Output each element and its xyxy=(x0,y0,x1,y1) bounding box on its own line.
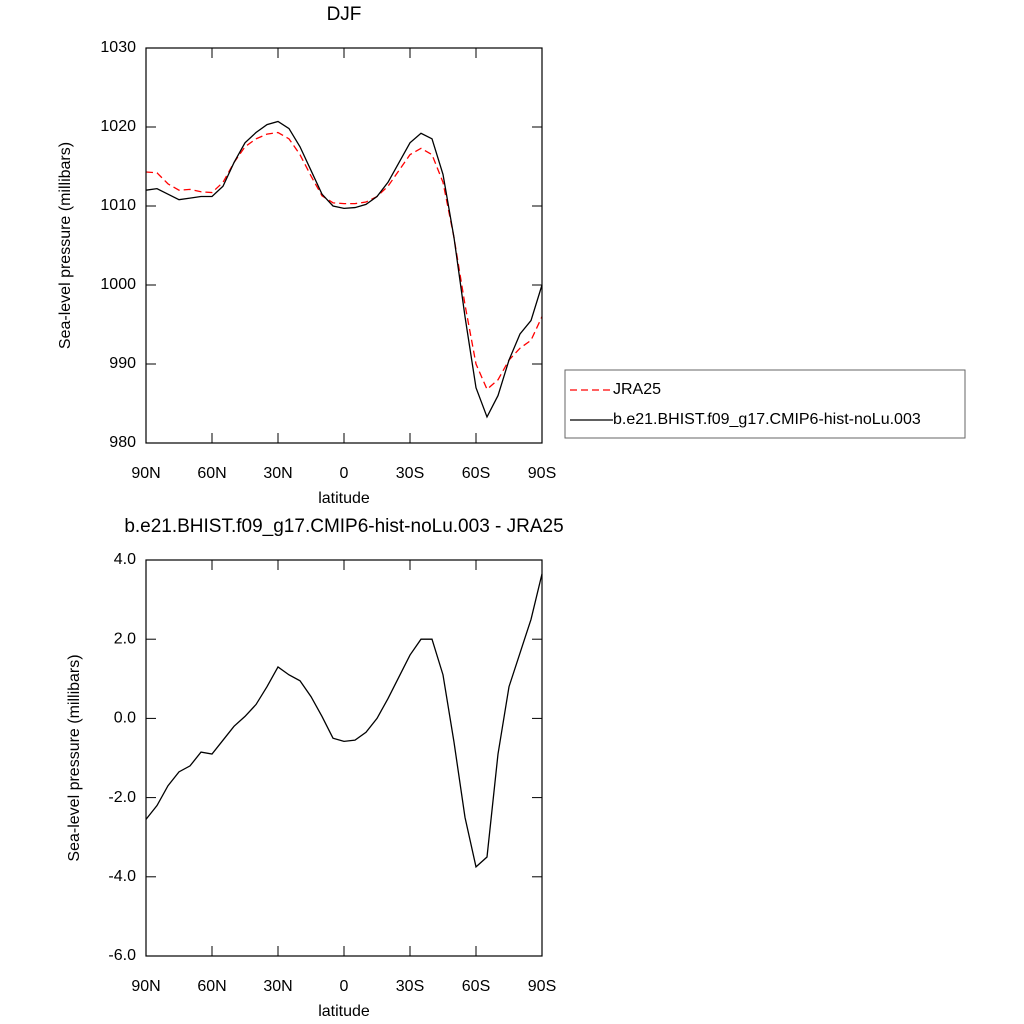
x-tick-label: 60N xyxy=(197,465,226,482)
plot-frame xyxy=(145,559,543,957)
y-axis-label: Sea-level pressure (millibars) xyxy=(57,142,74,349)
x-tick-label: 60S xyxy=(462,978,490,995)
y-tick-label: 980 xyxy=(109,434,136,451)
data-line xyxy=(145,573,543,869)
y-tick-label: 1000 xyxy=(100,276,136,293)
x-axis-label: latitude xyxy=(318,1003,370,1020)
x-tick-label: 30S xyxy=(396,978,424,995)
legend-box xyxy=(564,369,966,439)
x-tick-label: 90N xyxy=(131,978,160,995)
data-line xyxy=(145,131,543,391)
y-tick-label: 990 xyxy=(109,355,136,372)
y-tick-label: -4.0 xyxy=(108,868,136,885)
y-tick-label: -2.0 xyxy=(108,789,136,806)
y-tick-label: 0.0 xyxy=(114,710,136,727)
y-tick-label: 1020 xyxy=(100,118,136,135)
x-tick-label: 90S xyxy=(528,465,556,482)
x-tick-label: 90S xyxy=(528,978,556,995)
y-axis-label: Sea-level pressure (millibars) xyxy=(66,654,83,861)
legend-label: JRA25 xyxy=(613,381,661,398)
y-tick-label: 2.0 xyxy=(114,630,136,647)
y-tick-label: -6.0 xyxy=(108,947,136,964)
y-tick-label: 1030 xyxy=(100,39,136,56)
x-tick-label: 30N xyxy=(263,465,292,482)
data-line xyxy=(145,120,543,419)
x-tick-label: 30N xyxy=(263,978,292,995)
y-tick-label: 1010 xyxy=(100,197,136,214)
x-tick-label: 90N xyxy=(131,465,160,482)
y-tick-label: 4.0 xyxy=(114,551,136,568)
chart-title: b.e21.BHIST.f09_g17.CMIP6-hist-noLu.003 … xyxy=(124,516,563,537)
x-tick-label: 0 xyxy=(340,978,349,995)
legend-label: b.e21.BHIST.f09_g17.CMIP6-hist-noLu.003 xyxy=(613,411,921,428)
chart-title: DJF xyxy=(327,4,362,25)
x-tick-label: 30S xyxy=(396,465,424,482)
x-axis-label: latitude xyxy=(318,490,370,507)
x-tick-label: 60S xyxy=(462,465,490,482)
plot-frame xyxy=(145,47,543,444)
x-tick-label: 60N xyxy=(197,978,226,995)
x-tick-label: 0 xyxy=(340,465,349,482)
